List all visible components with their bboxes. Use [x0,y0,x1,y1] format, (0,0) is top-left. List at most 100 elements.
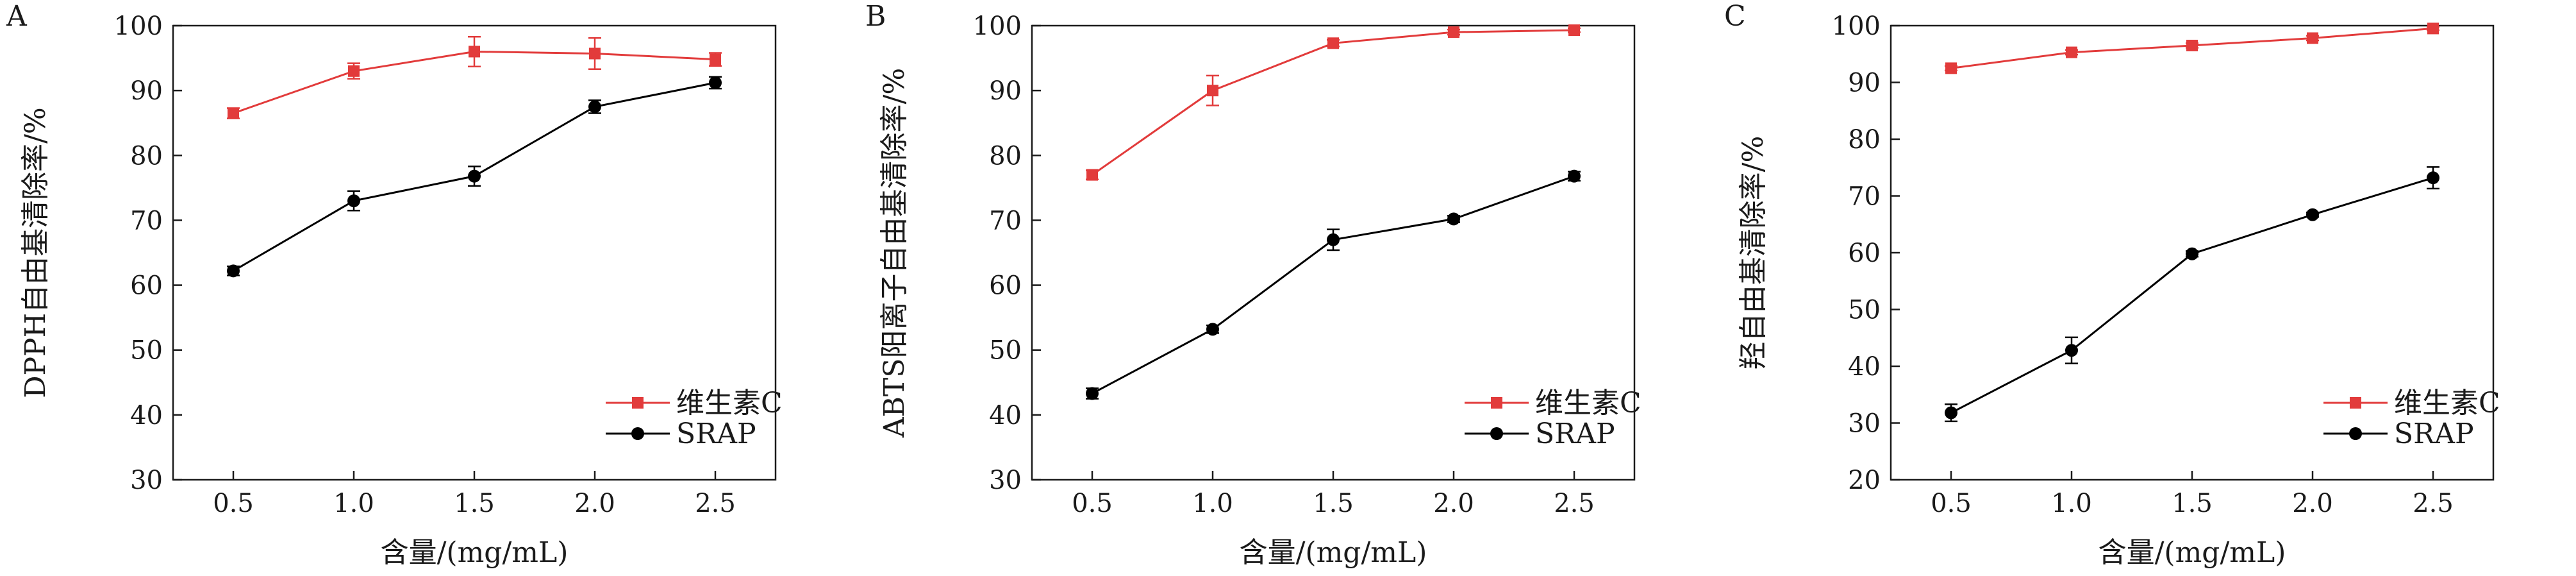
y-tick-label: 70 [1848,182,1881,212]
x-axis-title: 含量/(mg/mL) [1240,536,1427,569]
vitamin-c-point [2307,32,2318,44]
y-tick-label: 90 [1848,69,1881,98]
x-axis-title: 含量/(mg/mL) [2098,536,2286,569]
legend-srap-marker [1490,427,1503,440]
legend-srap-marker [2349,427,2362,440]
vitamin-c-point [1448,26,1459,38]
vitamin-c-line [1092,29,1575,176]
x-tick-label: 0.5 [1931,489,1972,518]
panel-letter: B [865,0,886,33]
legend-vitamin-c-label: 维生素C [1535,387,1641,419]
chart-panel-b: B 0.5 1.0 1.5 2.0 2.5 30 40 50 60 70 80 90 100 含量/(mg/… [859,0,1718,573]
vitamin-c-point [2427,22,2439,35]
panel-letter: C [1724,0,1746,33]
vitamin-c-point [589,47,601,60]
x-tick-label: 1.5 [454,489,495,518]
vitamin-c-point [2186,39,2198,51]
y-axis-title: ABTS阳离子自由基清除率/% [878,68,911,438]
chart-c: C 0.5 1.0 1.5 2.0 2.5 20 30 40 50 60 70 80 90 100 含量/(m… [1724,0,2500,569]
legend-srap-label: SRAP [1535,418,1615,450]
vitamin-c-point [348,65,360,77]
x-axis-title: 含量/(mg/mL) [381,536,569,569]
vitamin-c-point [1945,62,1957,74]
y-tick-label: 80 [989,141,1022,171]
x-tick-label: 1.0 [333,489,374,518]
x-tick-label: 2.0 [574,489,615,518]
srap-point [1945,406,1957,419]
chart-panel-a: A 0.5 1.0 1.5 2.0 2.5 30 40 50 60 70 80 90 100 含量/(mg/… [0,0,859,573]
y-tick-label: 70 [989,206,1022,235]
vitamin-c-point [1327,37,1339,49]
vitamin-c-point [2066,46,2077,58]
srap-point [2306,208,2319,221]
y-tick-label: 30 [1848,409,1881,439]
x-tick-label: 1.0 [2051,489,2092,518]
y-tick-label: 40 [1848,352,1881,382]
y-tick-label: 50 [989,336,1022,366]
srap-point [1568,169,1581,183]
srap-point [1206,323,1219,336]
srap-point [1086,387,1099,400]
x-tick-label: 2.0 [1433,489,1474,518]
y-tick-label: 20 [1848,466,1881,495]
legend-vitamin-c-label: 维生素C [2394,387,2500,419]
srap-point [588,100,601,114]
y-axis-title: 羟自由基清除率/% [1737,136,1770,370]
y-tick-label: 70 [130,206,163,235]
srap-point [2427,171,2439,185]
y-tick-label: 50 [130,336,163,366]
x-tick-label: 2.0 [2292,489,2333,518]
chart-a: A 0.5 1.0 1.5 2.0 2.5 30 40 50 60 70 80 90 100 含量/(mg/… [6,0,783,569]
x-tick-label: 2.5 [1554,489,1595,518]
x-tick-label: 1.5 [2172,489,2213,518]
y-tick-label: 90 [989,76,1022,106]
y-tick-label: 60 [989,271,1022,301]
x-tick-label: 2.5 [2413,489,2454,518]
chart-panel-c: C 0.5 1.0 1.5 2.0 2.5 20 30 40 50 60 70 80 90 100 含量/(m… [1718,0,2576,573]
y-tick-label: 100 [973,12,1022,41]
srap-point [1327,233,1340,246]
x-tick-label: 2.5 [695,489,736,518]
vitamin-c-point [710,53,721,65]
y-tick-label: 80 [1848,125,1881,155]
srap-line [1092,175,1575,394]
vitamin-c-point [1086,169,1098,181]
srap-point [347,194,360,208]
legend-srap-marker [631,427,644,440]
y-tick-label: 90 [130,76,163,106]
legend-vitamin-c-marker [1491,397,1502,409]
vitamin-c-point [1568,24,1580,37]
y-tick-label: 80 [130,141,163,171]
legend-srap-label: SRAP [676,418,756,450]
srap-point [2186,247,2198,260]
y-tick-label: 30 [989,466,1022,495]
srap-point [468,169,481,183]
panel-letter: A [6,0,28,33]
y-axis-title: DPPH自由基清除率/% [19,107,52,398]
y-tick-label: 40 [989,401,1022,430]
legend-vitamin-c-label: 维生素C [676,387,783,419]
legend-vitamin-c-marker [2350,397,2361,409]
srap-point [1447,212,1460,226]
srap-line [1950,176,2434,414]
chart-b: B 0.5 1.0 1.5 2.0 2.5 30 40 50 60 70 80 90 100 含量/(mg/… [865,0,1641,569]
srap-point [227,264,240,278]
x-tick-label: 1.0 [1192,489,1233,518]
x-tick-label: 0.5 [1072,489,1113,518]
x-tick-label: 1.5 [1313,489,1354,518]
y-tick-label: 50 [1848,296,1881,325]
legend-vitamin-c-marker [632,397,644,409]
y-tick-label: 30 [130,466,163,495]
legend-srap-label: SRAP [2394,418,2474,450]
y-tick-label: 60 [1848,239,1881,268]
vitamin-c-point [228,107,239,119]
x-tick-label: 0.5 [213,489,254,518]
srap-point [709,76,722,90]
vitamin-c-point [1207,85,1218,97]
vitamin-c-point [469,46,480,58]
y-tick-label: 100 [1832,12,1881,41]
y-tick-label: 40 [130,401,163,430]
y-tick-label: 100 [114,12,163,41]
y-tick-label: 60 [130,271,163,301]
srap-point [2065,344,2078,357]
